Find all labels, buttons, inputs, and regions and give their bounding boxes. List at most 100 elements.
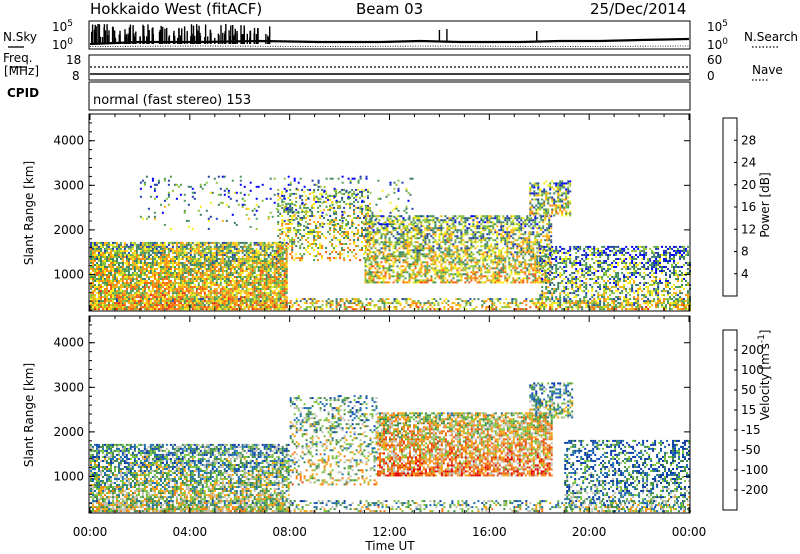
scatter-cell bbox=[388, 253, 391, 256]
scatter-cell bbox=[470, 257, 473, 260]
scatter-cell bbox=[392, 223, 395, 226]
scatter-cell bbox=[323, 235, 326, 237]
scatter-cell bbox=[404, 245, 407, 248]
scatter-cell bbox=[199, 249, 202, 252]
scatter-cell bbox=[163, 292, 166, 295]
scatter-cell bbox=[211, 306, 214, 309]
scatter-cell bbox=[402, 225, 405, 228]
scatter-cell bbox=[368, 235, 371, 238]
scatter-cell bbox=[452, 277, 455, 280]
scatter-cell bbox=[118, 286, 120, 288]
scatter-cell bbox=[177, 288, 180, 290]
scatter-cell bbox=[221, 258, 224, 260]
scatter-cell bbox=[114, 296, 116, 299]
scatter-cell bbox=[157, 258, 160, 260]
scatter-cell bbox=[414, 281, 417, 284]
scatter-cell bbox=[474, 217, 477, 220]
scatter-cell bbox=[269, 245, 272, 248]
scatter-cell bbox=[478, 235, 481, 238]
scatter-cell bbox=[283, 286, 286, 288]
scatter-cell bbox=[104, 243, 106, 246]
scatter-cell bbox=[197, 245, 200, 248]
scatter-cell bbox=[147, 294, 150, 297]
scatter-cell bbox=[478, 221, 481, 224]
scatter-cell bbox=[133, 258, 136, 260]
scatter-cell bbox=[247, 245, 250, 248]
scatter-cell bbox=[92, 306, 94, 309]
scatter-cell bbox=[368, 263, 371, 266]
scatter-cell bbox=[219, 260, 222, 262]
scatter-cell bbox=[245, 270, 248, 272]
scatter-cell bbox=[263, 247, 266, 250]
scatter-cell bbox=[159, 264, 162, 266]
scatter-cell bbox=[355, 253, 358, 256]
scatter-cell bbox=[98, 274, 100, 276]
scatter-cell bbox=[108, 306, 110, 309]
scatter-cell bbox=[285, 260, 288, 262]
scatter-cell bbox=[199, 276, 202, 278]
scatter-cell bbox=[265, 294, 268, 297]
scatter-cell bbox=[181, 256, 184, 258]
scatter-cell bbox=[205, 294, 208, 297]
scatter-cell bbox=[436, 269, 439, 272]
scatter-cell bbox=[496, 231, 499, 234]
scatter-cell bbox=[366, 221, 369, 224]
scatter-cell bbox=[207, 251, 210, 254]
scatter-cell bbox=[480, 257, 483, 260]
scatter-cell bbox=[361, 204, 363, 207]
scatter-cell bbox=[506, 235, 509, 238]
scatter-cell bbox=[267, 245, 270, 248]
scatter-cell bbox=[263, 290, 266, 293]
scatter-cell bbox=[460, 233, 463, 236]
scatter-cell bbox=[388, 215, 391, 218]
scatter-cell bbox=[104, 308, 106, 311]
scatter-cell bbox=[257, 254, 260, 256]
scatter-cell bbox=[229, 241, 232, 244]
scatter-cell bbox=[317, 233, 320, 235]
scatter-cell bbox=[307, 237, 310, 239]
scatter-cell bbox=[203, 300, 206, 303]
scatter-cell bbox=[382, 269, 385, 272]
scatter-cell bbox=[468, 223, 471, 226]
scatter-cell bbox=[106, 282, 108, 284]
scatter-cell bbox=[227, 284, 230, 286]
scatter-cell bbox=[213, 245, 216, 248]
scatter-cell bbox=[149, 247, 152, 250]
scatter-cell bbox=[92, 276, 94, 278]
scatter-cell bbox=[233, 260, 236, 262]
scatter-cell bbox=[241, 245, 244, 248]
scatter-cell bbox=[249, 276, 252, 278]
scatter-cell bbox=[263, 286, 266, 288]
scatter-cell bbox=[221, 247, 224, 250]
scatter-cell bbox=[94, 286, 96, 288]
scatter-cell bbox=[396, 259, 399, 262]
scatter-cell bbox=[133, 294, 136, 297]
scatter-cell bbox=[133, 288, 136, 290]
scatter-cell bbox=[289, 194, 292, 197]
scatter-cell bbox=[466, 233, 469, 236]
scatter-cell bbox=[151, 276, 154, 278]
scatter-cell bbox=[191, 308, 194, 311]
scatter-cell bbox=[137, 276, 140, 278]
scatter-cell bbox=[456, 217, 459, 220]
scatter-cell bbox=[498, 261, 501, 264]
scatter-cell bbox=[353, 243, 356, 245]
scatter-cell bbox=[217, 270, 220, 272]
scatter-cell bbox=[179, 304, 182, 307]
scatter-cell bbox=[378, 229, 381, 232]
scatter-cell bbox=[277, 284, 280, 286]
scatter-cell bbox=[149, 302, 152, 305]
scatter-cell bbox=[432, 217, 435, 220]
scatter-cell bbox=[428, 253, 431, 256]
scatter-cell bbox=[231, 264, 234, 266]
scatter-cell bbox=[125, 280, 128, 282]
scatter-cell bbox=[430, 245, 433, 248]
scatter-cell bbox=[364, 277, 367, 280]
scatter-cell bbox=[406, 225, 409, 228]
scatter-cell bbox=[211, 284, 214, 286]
scatter-cell bbox=[454, 215, 457, 218]
scatter-cell bbox=[161, 247, 164, 250]
scatter-cell bbox=[460, 247, 463, 250]
scatter-cell bbox=[470, 243, 473, 246]
scatter-cell bbox=[446, 271, 449, 274]
